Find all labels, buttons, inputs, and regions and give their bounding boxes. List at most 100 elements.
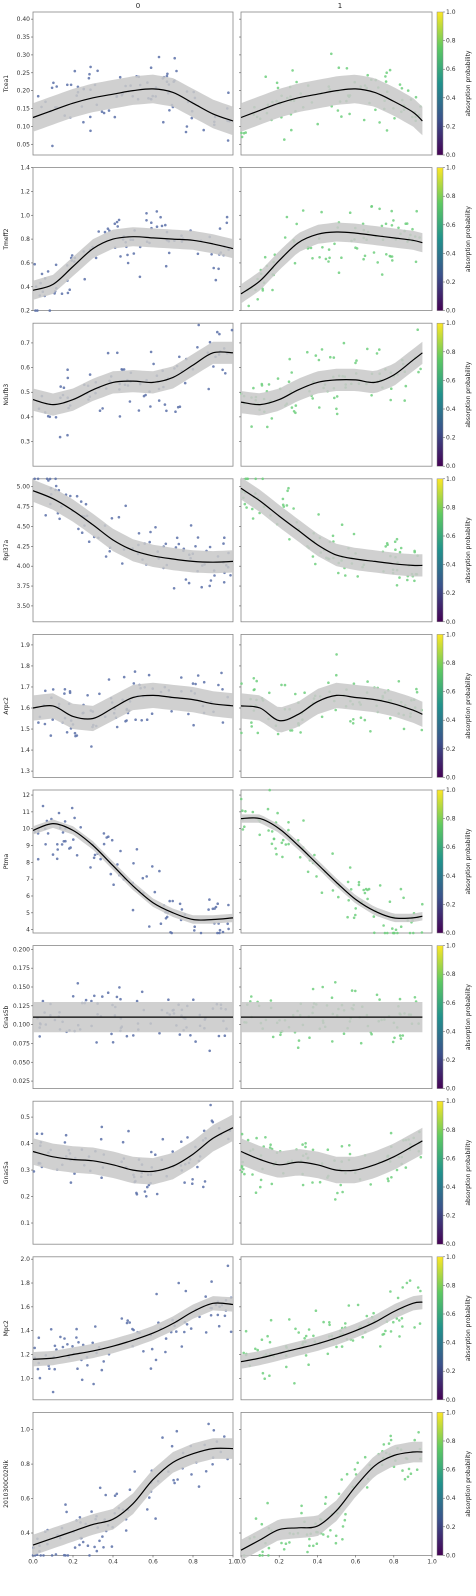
data-point bbox=[75, 734, 79, 737]
data-point bbox=[397, 680, 401, 683]
data-point bbox=[99, 857, 102, 861]
data-point bbox=[46, 414, 50, 418]
data-point bbox=[321, 246, 324, 249]
data-point bbox=[187, 712, 190, 716]
data-point bbox=[401, 1325, 404, 1328]
data-point bbox=[383, 931, 387, 935]
data-point bbox=[62, 840, 66, 843]
data-point bbox=[66, 1343, 69, 1346]
data-point bbox=[326, 1352, 330, 1356]
data-point bbox=[292, 507, 295, 510]
data-point bbox=[112, 883, 115, 886]
y-tick-label: 0.5 bbox=[20, 1114, 30, 1121]
data-point bbox=[318, 406, 321, 409]
data-point bbox=[49, 1328, 53, 1331]
data-point bbox=[378, 998, 381, 1001]
data-point bbox=[295, 80, 298, 84]
data-point bbox=[43, 722, 47, 726]
colorbar-tick-label: 0.6 bbox=[446, 1000, 456, 1007]
data-point bbox=[73, 816, 76, 820]
data-point bbox=[159, 215, 162, 219]
data-point bbox=[326, 1535, 330, 1538]
data-point bbox=[155, 225, 159, 228]
x-tick-label: 0.6 bbox=[148, 1558, 158, 1565]
gene-row-ptma: Ptma 4 5 6 7 8 9 10 11 12 0.0 0.2 0.4 0.6 0.8 1.0 absorp… bbox=[3, 787, 472, 937]
data-point bbox=[391, 259, 394, 262]
data-point bbox=[101, 407, 104, 410]
column-title-0: 0 bbox=[136, 2, 140, 10]
data-point bbox=[107, 109, 111, 112]
colorbar-tick-label: 0.4 bbox=[446, 1495, 456, 1502]
colorbar-gradient bbox=[436, 1100, 444, 1245]
data-point bbox=[216, 931, 219, 935]
data-point bbox=[202, 128, 205, 132]
data-point bbox=[223, 1435, 226, 1438]
data-point bbox=[90, 999, 93, 1003]
data-point bbox=[154, 1358, 158, 1362]
colorbar-tick-label: 0.0 bbox=[446, 463, 456, 470]
y-tick-label: 0.8 bbox=[20, 1461, 30, 1468]
data-point bbox=[287, 842, 290, 846]
data-point bbox=[398, 1335, 401, 1338]
data-point bbox=[200, 585, 203, 589]
data-point bbox=[145, 212, 148, 215]
data-point bbox=[269, 1143, 272, 1146]
colorbar-tick-label: 0.8 bbox=[446, 1127, 456, 1134]
data-point bbox=[412, 931, 415, 935]
data-point bbox=[268, 788, 272, 792]
colorbar-tick-label: 0.4 bbox=[446, 717, 456, 724]
data-point bbox=[398, 550, 402, 554]
data-point bbox=[229, 574, 232, 577]
data-point bbox=[393, 931, 396, 935]
data-point bbox=[217, 683, 220, 687]
y-tick-label: 0.6 bbox=[20, 1496, 30, 1503]
data-point bbox=[411, 227, 414, 231]
data-point bbox=[208, 340, 212, 344]
data-point bbox=[35, 1132, 39, 1135]
data-point bbox=[124, 1529, 128, 1532]
data-point bbox=[204, 1295, 207, 1298]
data-point bbox=[72, 838, 75, 841]
data-point bbox=[98, 409, 102, 413]
data-point bbox=[71, 995, 75, 998]
data-point bbox=[393, 117, 396, 120]
data-point bbox=[350, 989, 354, 992]
y-tick-label: 9 bbox=[26, 843, 30, 850]
data-point bbox=[370, 1032, 373, 1036]
data-point bbox=[115, 995, 119, 999]
data-point bbox=[285, 215, 289, 219]
y-tick-label: 0.4 bbox=[20, 414, 30, 421]
data-point bbox=[389, 716, 392, 720]
data-point bbox=[390, 1176, 393, 1179]
panel-tcea1-0: 0.05 0.10 0.15 0.20 0.25 0.30 0.35 0.40 bbox=[17, 11, 234, 156]
data-point bbox=[175, 536, 179, 540]
data-point bbox=[274, 847, 277, 850]
data-point bbox=[380, 224, 384, 228]
data-point bbox=[66, 433, 69, 437]
data-point bbox=[121, 368, 124, 372]
x-tick-label: 0.8 bbox=[188, 1558, 198, 1565]
data-point bbox=[365, 1314, 369, 1318]
data-point bbox=[227, 91, 230, 94]
data-point bbox=[271, 1035, 275, 1039]
data-point bbox=[207, 387, 210, 391]
data-point bbox=[240, 131, 243, 135]
data-point bbox=[390, 209, 394, 213]
data-point bbox=[36, 94, 40, 98]
colorbar-tick-label: 0.2 bbox=[446, 746, 456, 753]
data-point bbox=[266, 807, 270, 811]
data-point bbox=[70, 806, 74, 810]
data-point bbox=[60, 292, 64, 296]
y-tick-label: 0.8 bbox=[20, 236, 30, 243]
data-point bbox=[261, 289, 265, 292]
y-tick-label: 11 bbox=[22, 809, 30, 816]
y-tick-label: 1.8 bbox=[20, 1280, 30, 1287]
data-point bbox=[334, 708, 338, 712]
x-tick-label: 0.0 bbox=[236, 1558, 246, 1565]
data-point bbox=[97, 230, 100, 233]
data-point bbox=[341, 1538, 344, 1541]
data-point bbox=[315, 875, 318, 878]
colorbar-tick-label: 1.0 bbox=[446, 787, 456, 794]
data-point bbox=[303, 691, 306, 694]
